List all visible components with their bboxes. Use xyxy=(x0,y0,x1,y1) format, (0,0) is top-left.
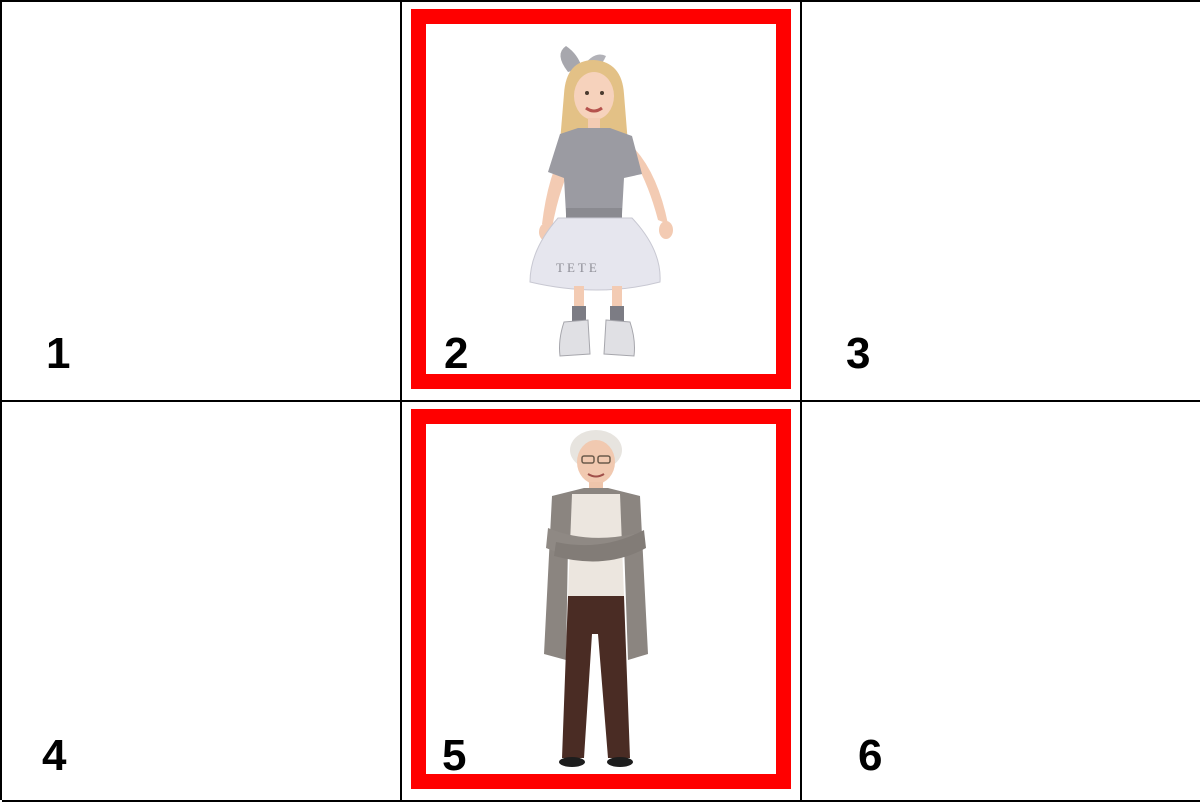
grid-cell-5[interactable]: 5 xyxy=(402,402,802,802)
svg-text:T E T E: T E T E xyxy=(556,260,597,275)
cell-number: 4 xyxy=(42,731,67,780)
elderly-woman-photo xyxy=(544,430,648,767)
grid-cell-6[interactable]: 6 xyxy=(802,402,1200,802)
selection-frame xyxy=(411,409,791,789)
cell-number: 5 xyxy=(442,731,467,780)
selection-frame: T E T E xyxy=(411,9,791,389)
grid-cell-2[interactable]: T E T E 2 xyxy=(402,2,802,402)
cell-number: 6 xyxy=(858,731,883,780)
cell-number: 3 xyxy=(846,329,871,378)
grid-cell-4[interactable]: 4 xyxy=(2,402,402,802)
cell-number: 2 xyxy=(444,329,469,378)
grid-cell-3[interactable]: 3 xyxy=(802,2,1200,402)
grid-cell-1[interactable]: 1 xyxy=(2,2,402,402)
cell-number: 1 xyxy=(46,329,71,378)
girl-photo: T E T E xyxy=(529,46,673,357)
